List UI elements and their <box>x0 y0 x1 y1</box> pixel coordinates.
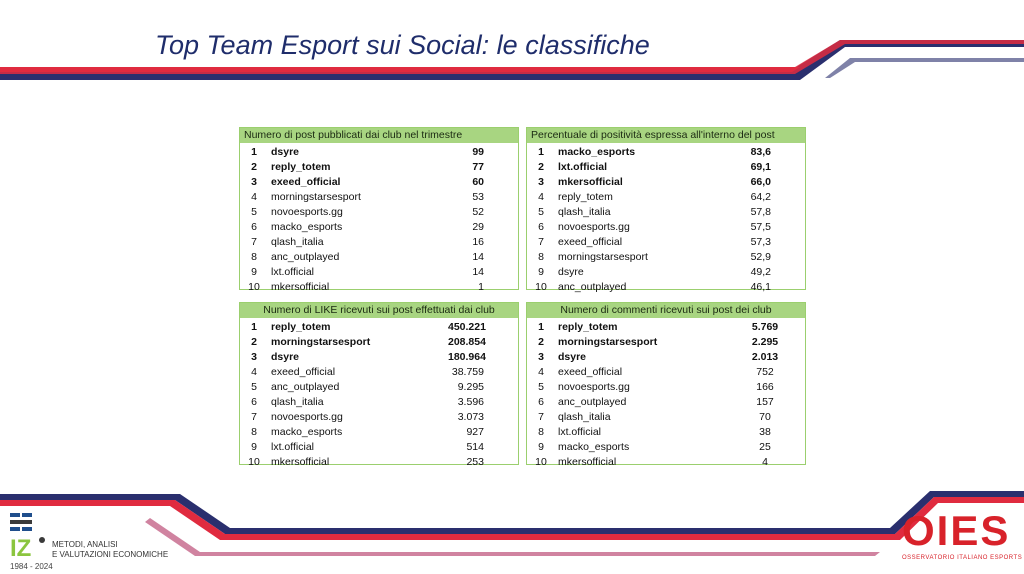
table-row: 5 novoesports.gg 52 <box>251 206 484 218</box>
table-row: 2 lxt.official 69,1 <box>538 161 771 173</box>
mave-logo: IZ METODI, ANALISI E VALUTAZIONI ECONOMI… <box>8 510 168 571</box>
table-body: 1 reply_totem 450.221 2 morningstarsesport 2… <box>240 318 518 470</box>
table-row: 7 qlash_italia 16 <box>251 236 484 248</box>
table-row: 10 mkersofficial 253 <box>248 456 484 468</box>
table-body: 1 macko_esports 83,6 2 lxt.official 69,1 3 mk… <box>527 143 805 295</box>
table-row: 4 exeed_official 752 <box>538 366 774 378</box>
table-row: 6 macko_esports 29 <box>251 221 484 233</box>
table-header: Numero di commenti ricevuti sui post dei… <box>527 303 805 318</box>
table-row: 3 dsyre 2.013 <box>538 351 779 363</box>
table-row: 2 morningstarsesport 208.854 <box>251 336 486 348</box>
mave-logo-mark: IZ <box>10 513 45 562</box>
table-row: 5 novoesports.gg 166 <box>538 381 774 393</box>
table-row: 7 qlash_italia 70 <box>538 411 771 423</box>
table-row: 1 dsyre 99 <box>251 146 484 158</box>
page-title: Top Team Esport sui Social: le classific… <box>155 30 650 60</box>
table-comments: Numero di commenti ricevuti sui post dei… <box>526 302 806 468</box>
top-thin-stripe <box>825 58 1024 78</box>
mave-years: 1984 - 2024 <box>10 562 53 571</box>
table-row: 9 lxt.official 14 <box>251 266 484 278</box>
table-row: 7 exeed_official 57,3 <box>538 236 771 248</box>
table-row: 6 qlash_italia 3.596 <box>251 396 484 408</box>
mave-text-1: METODI, ANALISI <box>52 540 118 549</box>
table-row: 1 macko_esports 83,6 <box>538 146 771 158</box>
svg-text:IZ: IZ <box>10 535 31 558</box>
bottom-thin-stripe <box>145 518 880 556</box>
table-row: 8 lxt.official 38 <box>538 426 771 438</box>
table-row: 9 dsyre 49,2 <box>538 266 771 278</box>
table-row: 2 morningstarsesport 2.295 <box>538 336 779 348</box>
table-header: Numero di post pubblicati dai club nel t… <box>240 128 518 143</box>
table-row: 8 morningstarsesport 52,9 <box>538 251 771 263</box>
table-body: 1 dsyre 99 2 reply_totem 77 3 exeed_official 6… <box>240 143 518 295</box>
table-row: 9 lxt.official 514 <box>251 441 484 453</box>
table-row: 7 novoesports.gg 3.073 <box>251 411 484 423</box>
table-positivity: Percentuale di positività espressa all'i… <box>526 127 806 293</box>
table-body: 1 reply_totem 5.769 2 morningstarsesport 2.2… <box>527 318 805 470</box>
top-red-line <box>0 40 1024 74</box>
table-row: 1 reply_totem 450.221 <box>251 321 486 333</box>
table-row: 3 exeed_official 60 <box>251 176 484 188</box>
table-row: 5 anc_outplayed 9.295 <box>251 381 484 393</box>
table-likes: Numero di LIKE ricevuti sui post effettu… <box>239 302 519 468</box>
table-post-count: Numero di post pubblicati dai club nel t… <box>239 127 519 293</box>
oies-logo: OIES <box>902 507 1011 554</box>
table-row: 4 exeed_official 38.759 <box>251 366 484 378</box>
table-row: 10 anc_outplayed 46,1 <box>535 281 771 293</box>
table-row: 6 novoesports.gg 57,5 <box>538 221 771 233</box>
bottom-navy-stripe <box>0 491 1024 534</box>
table-header: Percentuale di positività espressa all'i… <box>527 128 805 143</box>
oies-subtitle: OSSERVATORIO ITALIANO ESPORTS <box>902 555 1023 561</box>
table-row: 8 macko_esports 927 <box>251 426 484 438</box>
table-row: 9 macko_esports 25 <box>538 441 771 453</box>
table-row: 8 anc_outplayed 14 <box>251 251 484 263</box>
table-row: 4 morningstarsesport 53 <box>251 191 484 203</box>
table-row: 3 dsyre 180.964 <box>251 351 486 363</box>
table-row: 4 reply_totem 64,2 <box>538 191 771 203</box>
table-row: 5 qlash_italia 57,8 <box>538 206 771 218</box>
bottom-red-stripe <box>0 497 1024 540</box>
mave-text-2: E VALUTAZIONI ECONOMICHE <box>52 550 169 559</box>
table-row: 6 anc_outplayed 157 <box>538 396 774 408</box>
table-row: 10 mkersofficial 4 <box>535 456 768 468</box>
table-row: 1 reply_totem 5.769 <box>538 321 779 333</box>
table-row: 10 mkersofficial 1 <box>248 281 484 293</box>
table-row: 2 reply_totem 77 <box>251 161 484 173</box>
table-header: Numero di LIKE ricevuti sui post effettu… <box>240 303 518 318</box>
table-row: 3 mkersofficial 66,0 <box>538 176 771 188</box>
